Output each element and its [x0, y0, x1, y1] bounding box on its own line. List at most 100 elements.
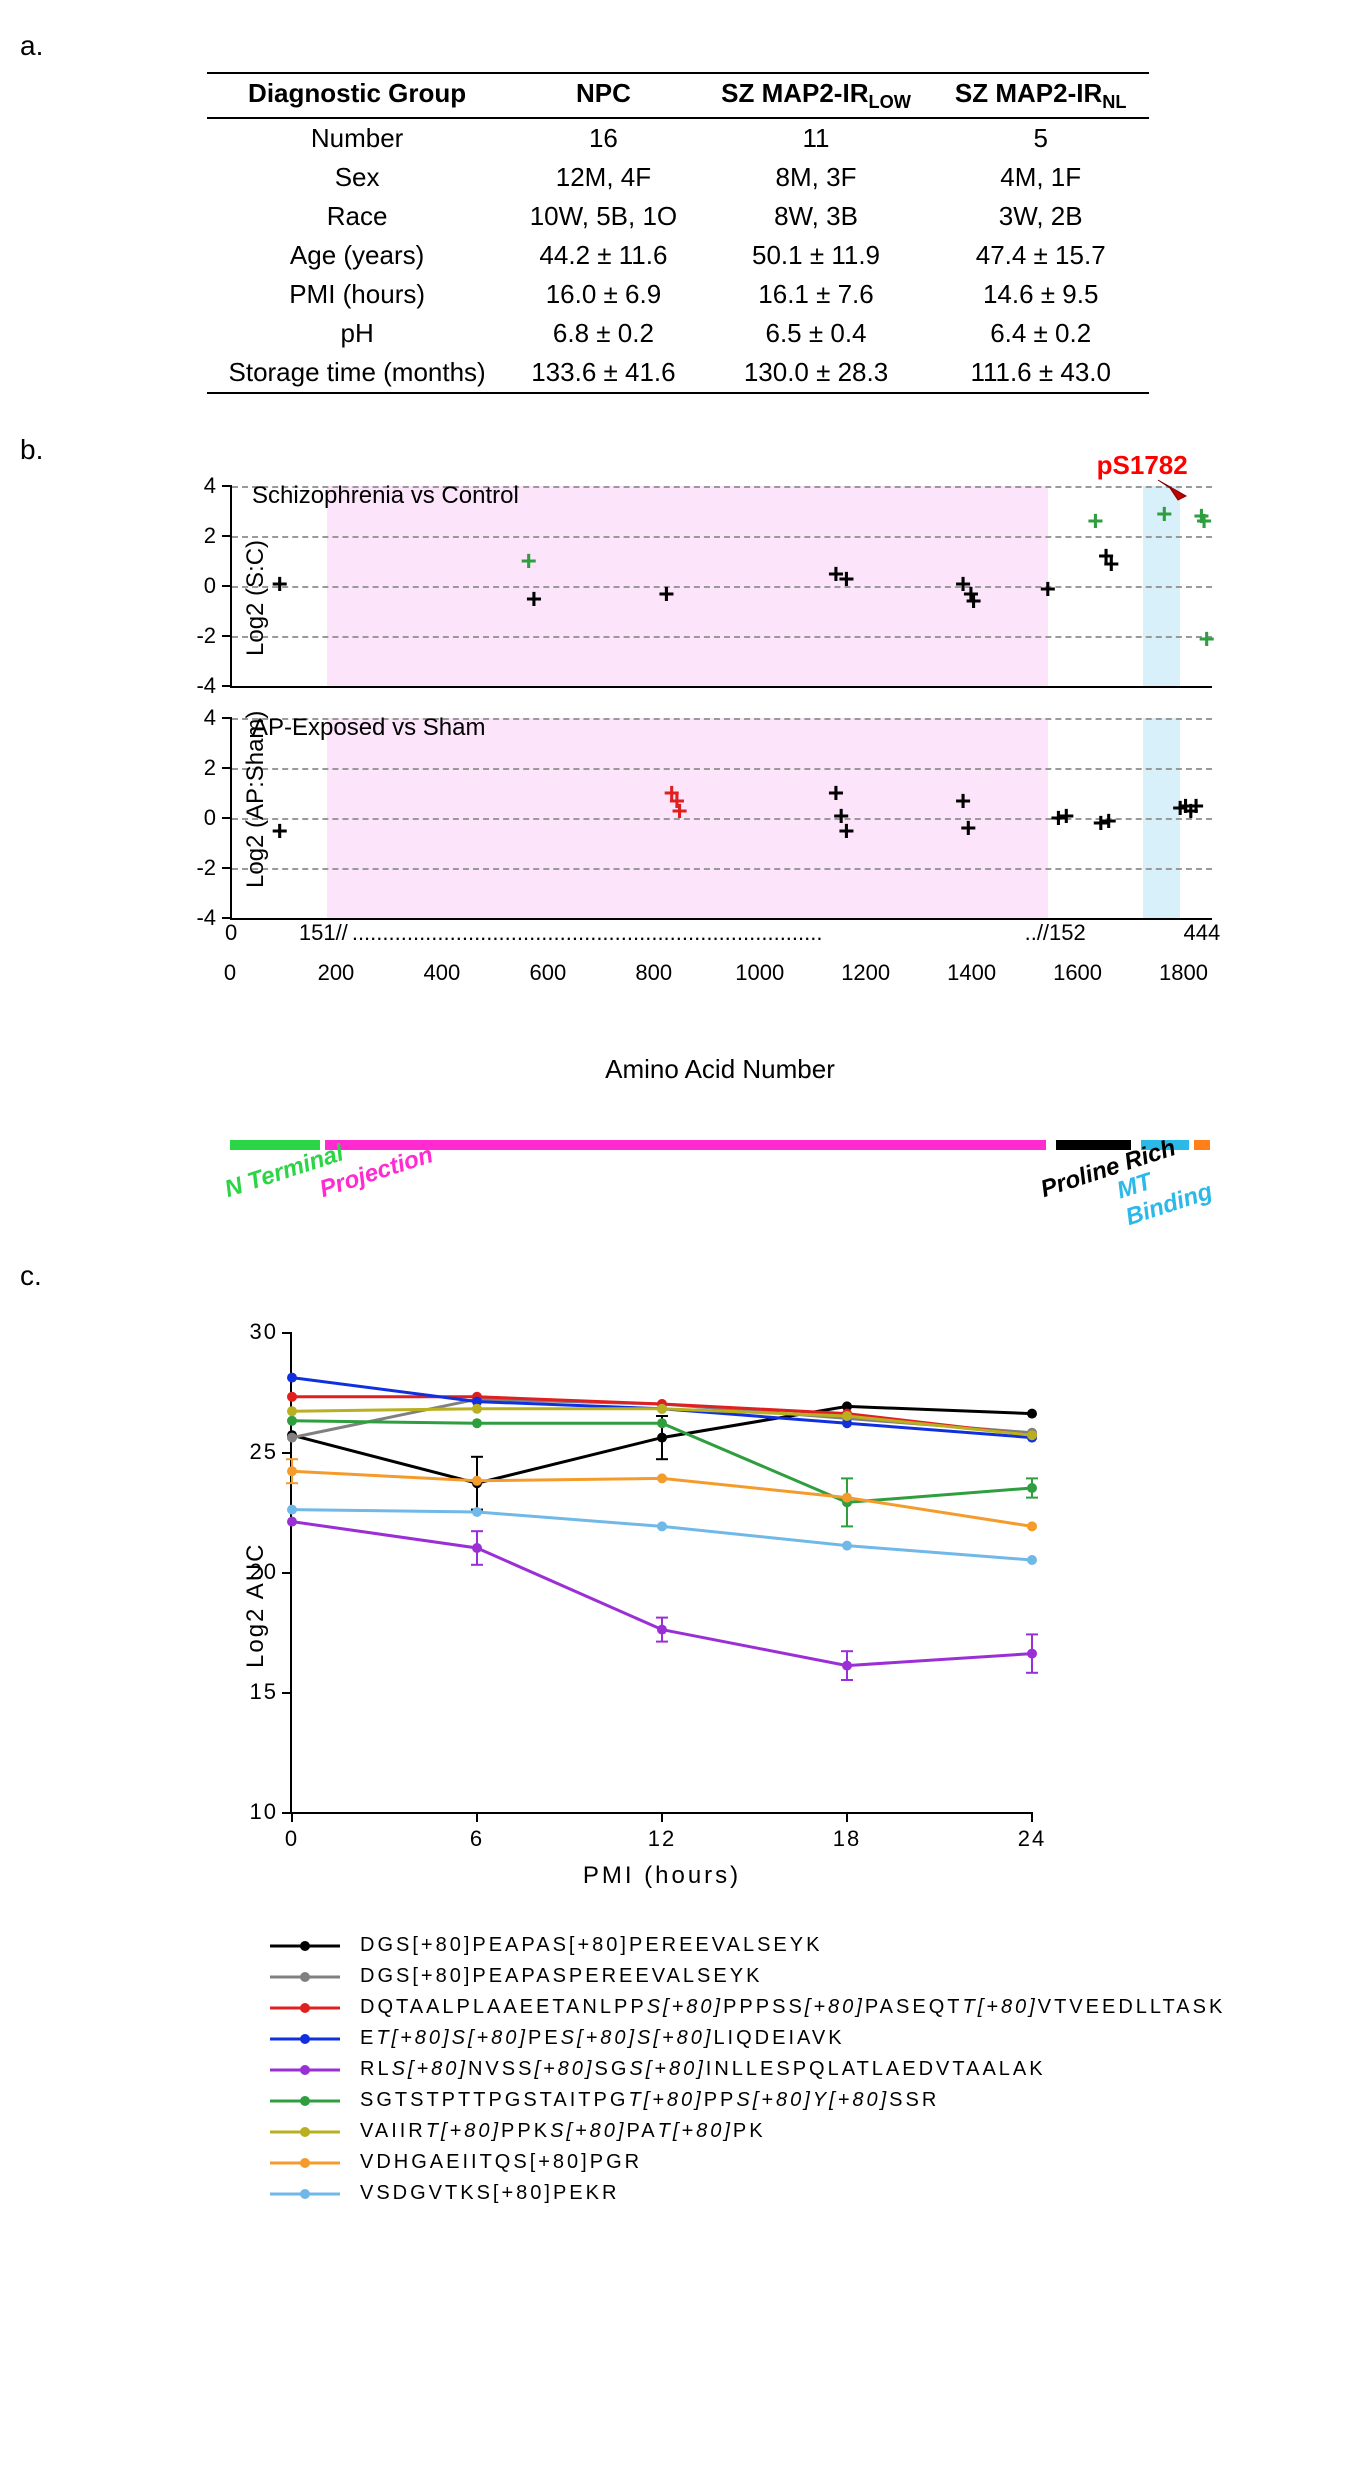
legend-row: VAIIRT[+80]PPKS[+80]PAT[+80]PK	[270, 2120, 1030, 2143]
sec-axis-444: 444	[1184, 920, 1221, 946]
series-marker	[287, 1517, 297, 1527]
ytick-label: 30	[250, 1319, 278, 1345]
series-marker	[287, 1373, 297, 1383]
legend-label: VDHGAEIITQS[+80]PGR	[360, 2151, 642, 2174]
series-marker	[657, 1418, 667, 1428]
ytick-mark	[282, 1572, 292, 1574]
legend-row: DQTAALPLAAEETANLPPS[+80]PPPSS[+80]PASEQT…	[270, 1996, 1030, 2019]
scatter-point: +	[1040, 575, 1056, 603]
series-line	[292, 1522, 1032, 1666]
table-cell: 50.1 ± 11.9	[699, 236, 933, 275]
ytick-mark	[222, 685, 232, 687]
scatter-point: +	[1087, 507, 1103, 535]
table-cell: 10W, 5B, 1O	[508, 197, 699, 236]
legend-row: DGS[+80]PEAPASPEREEVALSEYK	[270, 1965, 1030, 1988]
series-marker	[287, 1433, 297, 1443]
xtick-mark	[846, 1812, 848, 1822]
ytick-label: 10	[250, 1799, 278, 1825]
series-marker	[287, 1392, 297, 1402]
xtick-label: 0	[285, 1826, 299, 1852]
ytick-label: 2	[204, 523, 216, 549]
ytick-label: 0	[204, 805, 216, 831]
ytick-label: 4	[204, 473, 216, 499]
ytick-mark	[222, 485, 232, 487]
domain-bar	[1056, 1140, 1130, 1150]
scatter-point: +	[271, 570, 287, 598]
ytick-label: -2	[196, 623, 216, 649]
ytick-mark	[282, 1452, 292, 1454]
xtick-label: 1800	[1159, 960, 1208, 986]
legend-label: DGS[+80]PEAPASPEREEVALSEYK	[360, 1965, 762, 1988]
scatter-point: +	[526, 585, 542, 613]
table-row: PMI (hours)16.0 ± 6.916.1 ± 7.614.6 ± 9.…	[207, 275, 1149, 314]
x-axis-label: PMI (hours)	[292, 1862, 1032, 1890]
scatter-point: +	[965, 587, 981, 615]
ytick-label: 0	[204, 573, 216, 599]
legend-swatch	[270, 2062, 340, 2078]
ytick-mark	[222, 635, 232, 637]
scatter-point: +	[1199, 625, 1215, 653]
secondary-axis-row: 0151//..................................…	[230, 920, 1210, 950]
legend-dot-icon	[300, 2065, 310, 2075]
scatter-point: +	[960, 814, 976, 842]
legend-dot-icon	[300, 1972, 310, 1982]
xtick-mark	[661, 1812, 663, 1822]
series-marker	[1027, 1522, 1037, 1532]
table-cell: 111.6 ± 43.0	[933, 353, 1149, 393]
table-cell: 47.4 ± 15.7	[933, 236, 1149, 275]
legend-label: VAIIRT[+80]PPKS[+80]PAT[+80]PK	[360, 2120, 766, 2143]
ytick-mark	[222, 717, 232, 719]
scatter-point: +	[520, 547, 536, 575]
legend-label: DGS[+80]PEAPAS[+80]PEREEVALSEYK	[360, 1934, 822, 1957]
legend-dot-icon	[300, 2127, 310, 2137]
scatter-point: +	[658, 580, 674, 608]
series-marker	[472, 1476, 482, 1486]
legend-swatch	[270, 2031, 340, 2047]
scatter-point: +	[1058, 802, 1074, 830]
ytick-label: 4	[204, 705, 216, 731]
table-cell: 4M, 1F	[933, 158, 1149, 197]
series-marker	[1027, 1555, 1037, 1565]
row-label: Sex	[207, 158, 508, 197]
xtick-label: 6	[470, 1826, 484, 1852]
xtick-label: 1400	[947, 960, 996, 986]
legend-label: SGTSTPTTPGSTAITPGT[+80]PPS[+80]Y[+80]SSR	[360, 2089, 939, 2112]
ytick-mark	[222, 917, 232, 919]
legend-swatch	[270, 2000, 340, 2016]
plot-title: Schizophrenia vs Control	[252, 482, 519, 510]
panel-a-label: a.	[20, 30, 1315, 62]
x-axis-title: Amino Acid Number	[230, 1054, 1210, 1085]
y-axis-label: Log2 (AP:Sham)	[242, 711, 270, 888]
series-marker	[287, 1406, 297, 1416]
table-row: Storage time (months)133.6 ± 41.6130.0 ±…	[207, 353, 1149, 393]
xtick-mark	[476, 1812, 478, 1822]
series-marker	[287, 1505, 297, 1515]
legend-swatch	[270, 2093, 340, 2109]
legend-dot-icon	[300, 1941, 310, 1951]
table-cell: 5	[933, 118, 1149, 158]
xtick-label: 800	[635, 960, 672, 986]
table-row: pH6.8 ± 0.26.5 ± 0.46.4 ± 0.2	[207, 314, 1149, 353]
ytick-label: -4	[196, 673, 216, 699]
ytick-mark	[222, 817, 232, 819]
scatter-point: +	[271, 817, 287, 845]
xtick-label: 1000	[735, 960, 784, 986]
xtick-label: 1200	[841, 960, 890, 986]
ytick-mark	[222, 767, 232, 769]
legend-row: VDHGAEIITQS[+80]PGR	[270, 2151, 1030, 2174]
scatter-point: +	[1101, 807, 1117, 835]
table-cell: 44.2 ± 11.6	[508, 236, 699, 275]
series-marker	[842, 1541, 852, 1551]
legend-label: VSDGVTKS[+80]PEKR	[360, 2182, 619, 2205]
panel-c-container: 101520253006121824Log2 AUCPMI (hours) DG…	[210, 1332, 1030, 2205]
legend-label: RLS[+80]NVSS[+80]SGS[+80]INLLESPQLATLAED…	[360, 2058, 1046, 2081]
series-marker	[657, 1522, 667, 1532]
legend-dot-icon	[300, 2158, 310, 2168]
scatter-point: +	[1188, 792, 1204, 820]
ytick-mark	[222, 585, 232, 587]
legend-swatch	[270, 2124, 340, 2140]
y-axis-label: Log2 (S:C)	[242, 540, 270, 656]
plot-title: AP-Exposed vs Sham	[252, 714, 485, 742]
ytick-mark	[282, 1692, 292, 1694]
annotation-ps1782: pS1782	[1097, 450, 1188, 481]
